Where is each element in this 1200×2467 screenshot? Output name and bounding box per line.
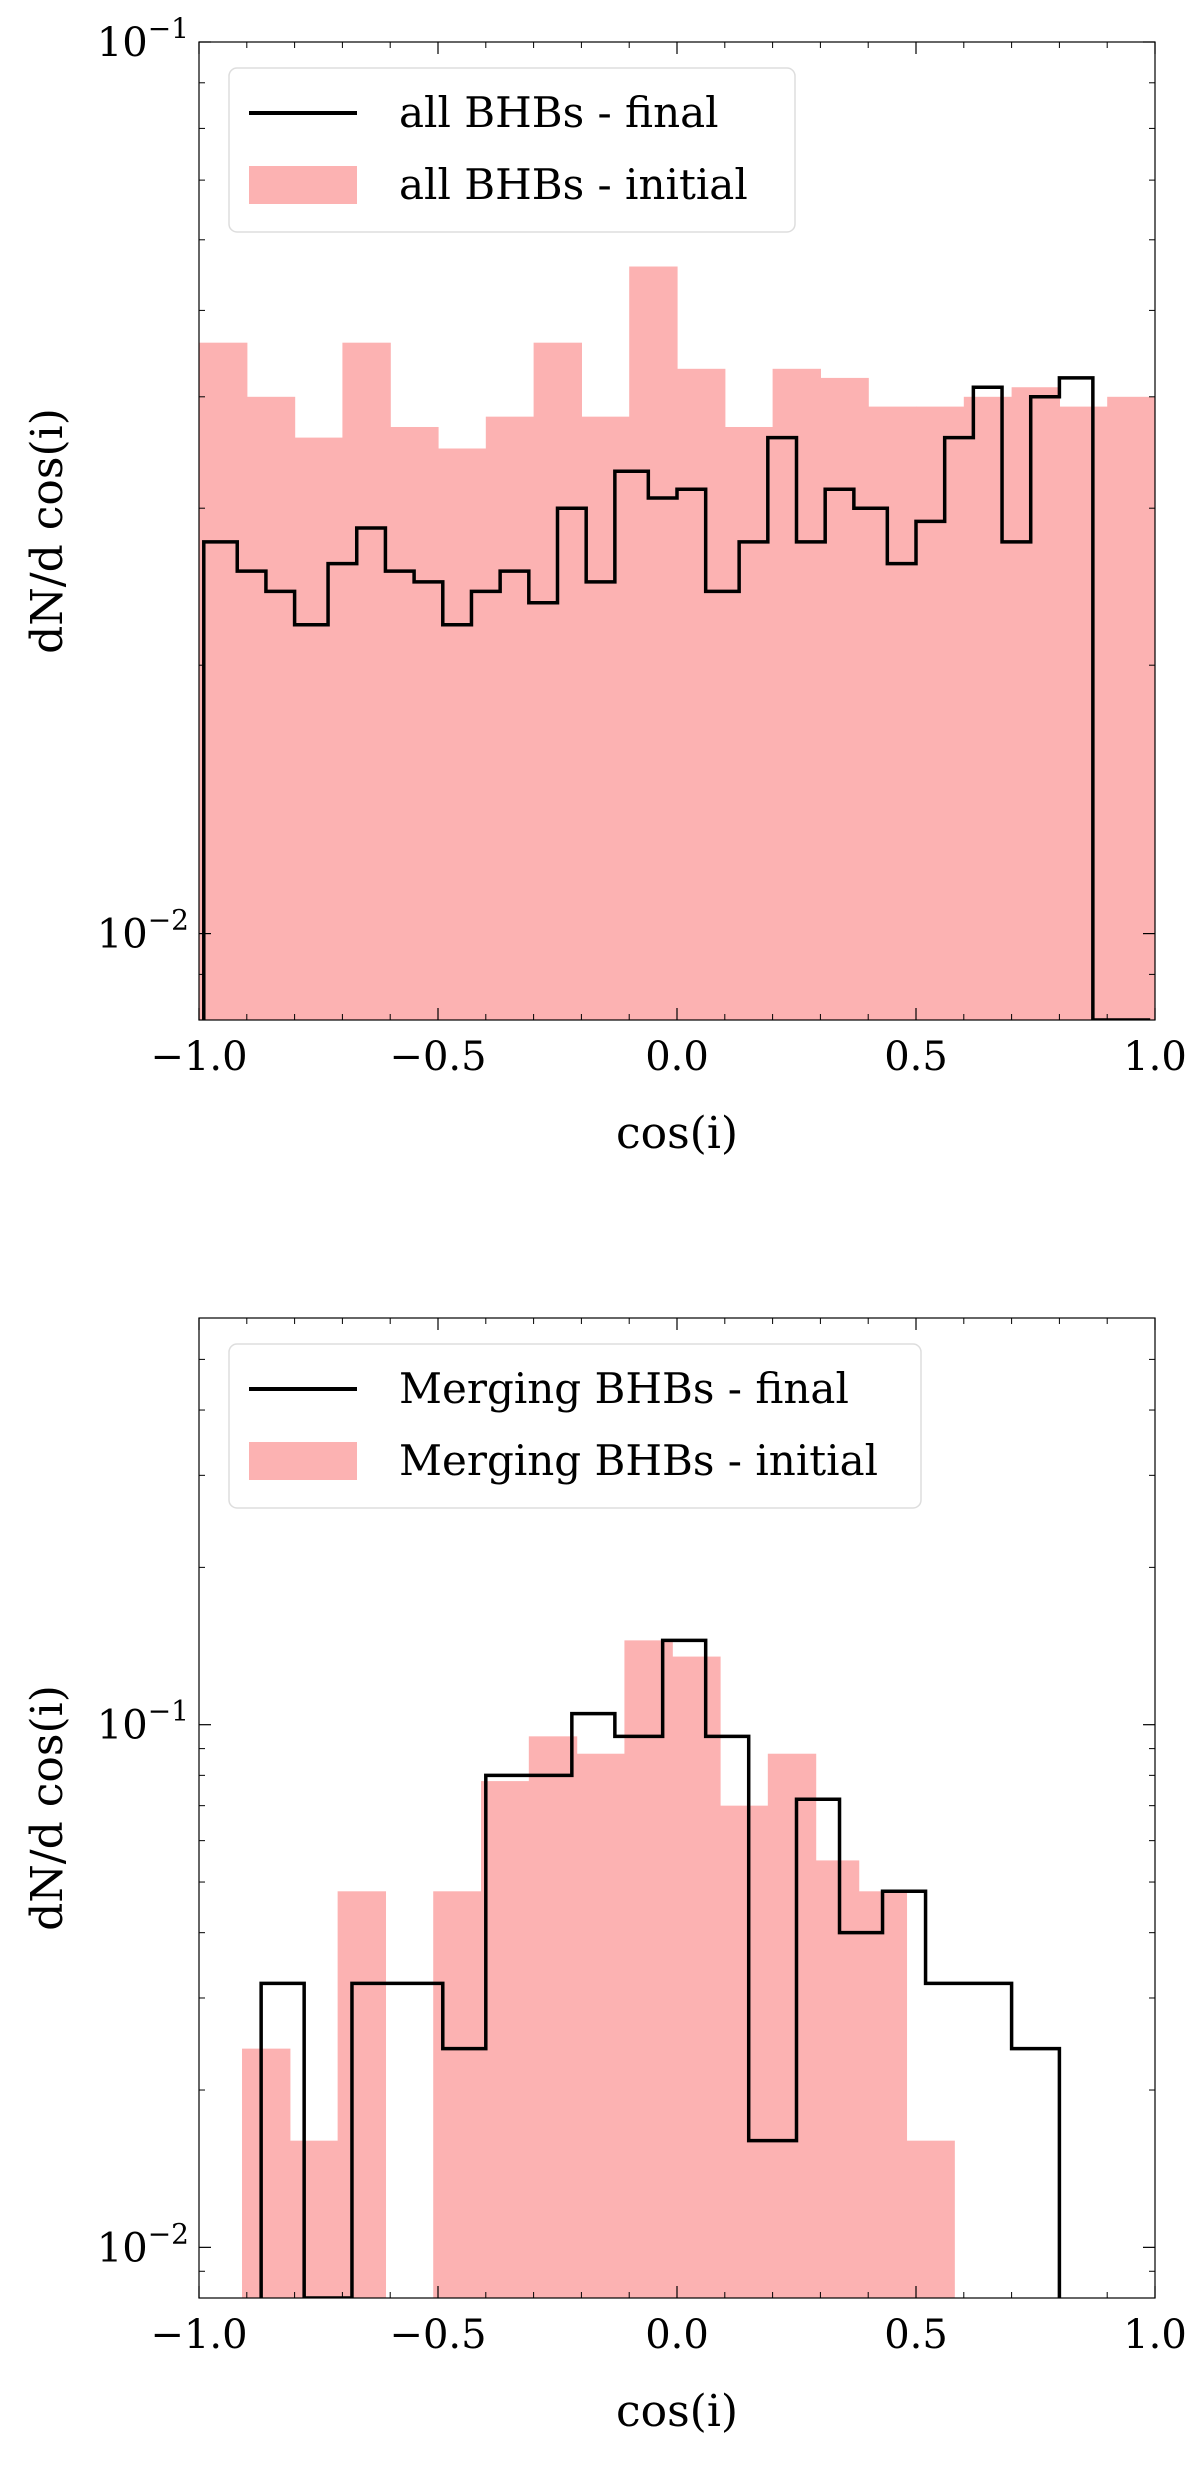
x-tick-label: 1.0 (1123, 1034, 1187, 1080)
histogram-bar (1011, 387, 1060, 1020)
y-axis-label: dN/d cos(i) (22, 408, 73, 654)
legend-box (228, 1343, 922, 1509)
histogram-bar (720, 1805, 769, 2298)
legend-label: Merging BHBs - final (399, 1364, 849, 1413)
legend-label: Merging BHBs - initial (399, 1436, 878, 1485)
histogram-bar (1059, 406, 1108, 1020)
step-histogram-line (202, 376, 1151, 1020)
histogram-bar (1107, 396, 1155, 1020)
x-tick-label: −1.0 (150, 2312, 247, 2358)
histogram-bar (820, 377, 869, 1020)
histogram-bar (342, 342, 391, 1020)
x-tick-label: 0.0 (645, 1034, 709, 1080)
histogram-bar (433, 1891, 482, 2298)
x-tick-label: −1.0 (150, 1034, 247, 1080)
histogram-bar (624, 1640, 673, 2298)
y-tick-base: 10 (97, 20, 148, 66)
y-tick-base: 10 (97, 2225, 148, 2271)
y-tick-label: 10−1 (97, 1695, 189, 1749)
histogram-bar (533, 342, 582, 1020)
histogram-bar (916, 406, 965, 1020)
legend: all BHBs - final all BHBs - initial (228, 67, 796, 233)
legend-fill-swatch (249, 166, 357, 204)
histogram-bar (294, 437, 343, 1020)
histogram-bar (481, 1781, 530, 2298)
histogram-bar (528, 1736, 578, 2298)
y-tick-exponent: −2 (148, 2217, 189, 2250)
legend: Merging BHBs - final Merging BHBs - initi… (228, 1343, 922, 1509)
legend-label: all BHBs - initial (399, 160, 748, 209)
y-tick-base: 10 (97, 912, 148, 958)
histogram-bar (963, 396, 1013, 1020)
y-tick-base: 10 (97, 1703, 148, 1749)
histogram-bar (289, 2140, 339, 2298)
y-tick-exponent: −2 (148, 904, 189, 937)
y-tick-exponent: −1 (148, 1695, 189, 1728)
histogram-bar (868, 406, 917, 1020)
plot-area (242, 1638, 1062, 2298)
histogram-bar (581, 416, 630, 1020)
x-tick-label: 0.0 (645, 2312, 709, 2358)
histogram-bar (199, 342, 248, 1020)
histogram-bar (390, 426, 439, 1020)
histogram-bar (906, 2140, 955, 2298)
histogram-bar (724, 426, 774, 1020)
histogram-bar (242, 2048, 291, 2298)
plot-area (199, 266, 1155, 1020)
x-tick-label: 0.5 (884, 2312, 948, 2358)
y-tick-label: 10−2 (97, 904, 189, 958)
legend-label: all BHBs - final (399, 88, 719, 137)
legend-box (228, 67, 796, 233)
histogram-bar (677, 368, 726, 1020)
histogram-bar (246, 396, 296, 1020)
x-tick-label: −0.5 (389, 2312, 486, 2358)
histogram-bar (815, 1860, 860, 2298)
x-tick-label: 1.0 (1123, 2312, 1187, 2358)
histogram-bar (767, 1753, 817, 2298)
y-tick-label: 10−2 (97, 2217, 189, 2271)
step-histogram-line (259, 1638, 1062, 2298)
legend-fill-swatch (249, 1442, 357, 1480)
y-tick-label: 10−1 (97, 12, 189, 66)
histogram-bar (858, 1891, 908, 2298)
histogram-bar (629, 266, 678, 1020)
x-axis-label: cos(i) (616, 1108, 738, 1159)
y-axis-label: dN/d cos(i) (22, 1685, 73, 1931)
x-tick-label: −0.5 (389, 1034, 486, 1080)
histogram-bar (438, 448, 487, 1020)
y-tick-exponent: −1 (148, 12, 189, 45)
x-tick-label: 0.5 (884, 1034, 948, 1080)
histogram-bar (485, 416, 535, 1020)
x-axis-label: cos(i) (616, 2386, 738, 2437)
histogram-bar (337, 1891, 387, 2298)
histogram-bar (576, 1753, 626, 2298)
histogram-bar (672, 1656, 721, 2298)
